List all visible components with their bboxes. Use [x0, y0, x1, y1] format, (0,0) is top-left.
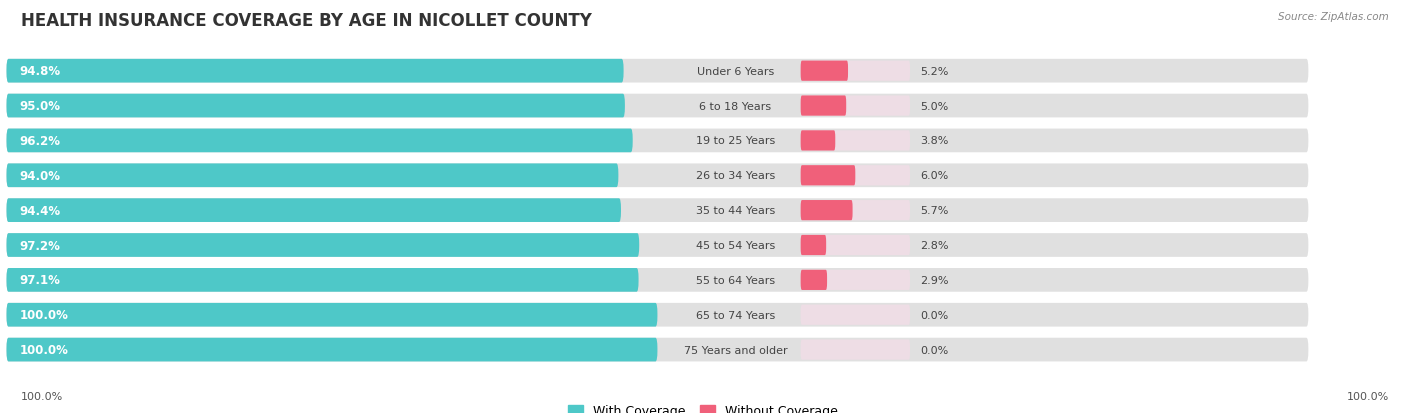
Text: 94.8%: 94.8% [20, 65, 60, 78]
Text: 100.0%: 100.0% [20, 343, 69, 356]
Text: 5.7%: 5.7% [920, 206, 948, 216]
Text: 45 to 54 Years: 45 to 54 Years [696, 240, 775, 250]
Text: HEALTH INSURANCE COVERAGE BY AGE IN NICOLLET COUNTY: HEALTH INSURANCE COVERAGE BY AGE IN NICO… [21, 12, 592, 30]
Text: Under 6 Years: Under 6 Years [697, 66, 775, 76]
Text: 35 to 44 Years: 35 to 44 Years [696, 206, 775, 216]
FancyBboxPatch shape [800, 201, 852, 221]
Text: 65 to 74 Years: 65 to 74 Years [696, 310, 775, 320]
FancyBboxPatch shape [800, 235, 910, 256]
Text: 19 to 25 Years: 19 to 25 Years [696, 136, 775, 146]
FancyBboxPatch shape [7, 129, 1309, 153]
Text: 95.0%: 95.0% [20, 100, 60, 113]
FancyBboxPatch shape [7, 268, 638, 292]
FancyBboxPatch shape [7, 164, 1309, 188]
Text: 94.4%: 94.4% [20, 204, 60, 217]
Text: 5.0%: 5.0% [920, 101, 948, 111]
Text: Source: ZipAtlas.com: Source: ZipAtlas.com [1278, 12, 1389, 22]
FancyBboxPatch shape [7, 303, 1309, 327]
Legend: With Coverage, Without Coverage: With Coverage, Without Coverage [562, 399, 844, 413]
FancyBboxPatch shape [800, 131, 910, 151]
FancyBboxPatch shape [800, 166, 910, 186]
Text: 0.0%: 0.0% [920, 345, 948, 355]
FancyBboxPatch shape [7, 129, 633, 153]
FancyBboxPatch shape [7, 199, 621, 223]
FancyBboxPatch shape [800, 201, 910, 221]
FancyBboxPatch shape [7, 338, 1309, 361]
FancyBboxPatch shape [7, 95, 624, 118]
FancyBboxPatch shape [800, 62, 910, 82]
Text: 100.0%: 100.0% [20, 309, 69, 321]
FancyBboxPatch shape [7, 303, 658, 327]
FancyBboxPatch shape [800, 270, 827, 290]
Text: 2.9%: 2.9% [920, 275, 948, 285]
Text: 96.2%: 96.2% [20, 135, 60, 147]
Text: 0.0%: 0.0% [920, 310, 948, 320]
FancyBboxPatch shape [7, 268, 1309, 292]
FancyBboxPatch shape [800, 339, 910, 360]
FancyBboxPatch shape [7, 60, 1309, 83]
Text: 97.2%: 97.2% [20, 239, 60, 252]
FancyBboxPatch shape [7, 60, 624, 83]
Text: 3.8%: 3.8% [920, 136, 948, 146]
Text: 6.0%: 6.0% [920, 171, 948, 181]
FancyBboxPatch shape [7, 234, 1309, 257]
FancyBboxPatch shape [7, 95, 1309, 118]
FancyBboxPatch shape [7, 199, 1309, 223]
FancyBboxPatch shape [800, 131, 835, 151]
FancyBboxPatch shape [7, 164, 619, 188]
FancyBboxPatch shape [800, 166, 855, 186]
Text: 2.8%: 2.8% [920, 240, 948, 250]
Text: 97.1%: 97.1% [20, 274, 60, 287]
Text: 26 to 34 Years: 26 to 34 Years [696, 171, 775, 181]
Text: 75 Years and older: 75 Years and older [683, 345, 787, 355]
Text: 100.0%: 100.0% [21, 391, 63, 401]
Text: 100.0%: 100.0% [1347, 391, 1389, 401]
Text: 6 to 18 Years: 6 to 18 Years [699, 101, 772, 111]
Text: 55 to 64 Years: 55 to 64 Years [696, 275, 775, 285]
FancyBboxPatch shape [800, 96, 910, 116]
FancyBboxPatch shape [800, 270, 910, 290]
Text: 94.0%: 94.0% [20, 169, 60, 182]
FancyBboxPatch shape [800, 305, 910, 325]
FancyBboxPatch shape [7, 338, 658, 361]
FancyBboxPatch shape [7, 234, 640, 257]
Text: 5.2%: 5.2% [920, 66, 948, 76]
FancyBboxPatch shape [800, 235, 827, 256]
FancyBboxPatch shape [800, 96, 846, 116]
FancyBboxPatch shape [800, 62, 848, 82]
